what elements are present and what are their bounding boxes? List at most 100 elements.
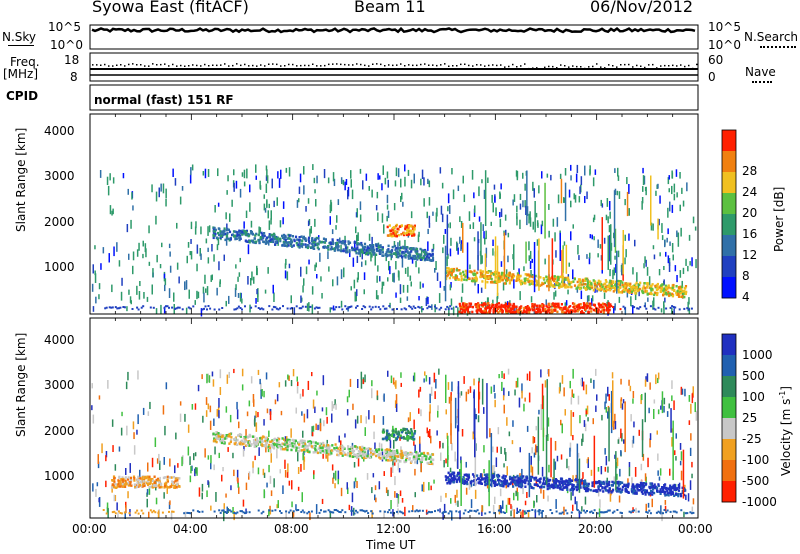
- scatter-cell: [412, 505, 414, 513]
- scatter-cell: [259, 180, 261, 189]
- scatter-cell: [603, 288, 606, 291]
- scatter-cell: [214, 205, 216, 213]
- scatter-cell: [439, 508, 441, 513]
- scatter-cell: [505, 229, 507, 236]
- scatter-cell: [234, 230, 237, 233]
- scatter-cell: [694, 226, 697, 231]
- scatter-cell: [599, 284, 602, 288]
- scatter-cell: [213, 437, 216, 440]
- scatter-cell: [645, 307, 648, 310]
- scatter-cell: [590, 282, 593, 285]
- scatter-cell: [411, 234, 414, 237]
- scatter-cell: [691, 257, 693, 267]
- scatter-cell: [254, 234, 257, 237]
- nave-dot: [476, 64, 478, 66]
- scatter-cell: [158, 481, 161, 484]
- scatter-cell: [508, 305, 511, 308]
- scatter-cell: [522, 509, 524, 519]
- scatter-cell: [247, 233, 250, 236]
- scatter-cell: [484, 307, 487, 310]
- scatter-cell: [463, 376, 465, 384]
- scatter-cell: [189, 174, 192, 184]
- scatter-cell: [628, 462, 631, 468]
- scatter-cell: [148, 225, 150, 234]
- scatter-cell: [105, 451, 108, 458]
- scatter-cell: [300, 440, 304, 443]
- scatter-cell: [467, 389, 470, 395]
- scatter-cell: [465, 307, 468, 310]
- scatter-cell: [220, 234, 223, 238]
- scatter-cell: [107, 380, 109, 389]
- scatter-cell: [555, 282, 558, 285]
- scatter-cell: [138, 483, 142, 487]
- scatter-cell: [685, 290, 688, 294]
- scatter-cell: [386, 452, 389, 456]
- scatter-cell: [331, 444, 334, 447]
- scatter-cell: [271, 308, 274, 311]
- scatter-cell: [357, 455, 360, 459]
- nave-dot: [320, 65, 322, 67]
- scatter-cell: [484, 237, 486, 245]
- scatter-cell: [487, 276, 490, 279]
- scatter-cell: [375, 243, 378, 246]
- scatter-cell: [564, 278, 567, 281]
- scatter-cell: [659, 468, 662, 476]
- scatter-cell: [136, 429, 138, 435]
- scatter-cell: [356, 415, 359, 424]
- scatter-cell: [111, 306, 114, 309]
- scatter-cell: [307, 198, 310, 204]
- scatter-cell: [407, 226, 410, 230]
- scatter-cell: [555, 499, 557, 509]
- scatter-cell: [494, 196, 496, 203]
- scatter-cell: [468, 483, 471, 490]
- nave-dot: [600, 66, 602, 68]
- scatter-cell: [372, 453, 375, 456]
- scatter-cell: [505, 483, 507, 489]
- scatter-cell: [340, 177, 343, 183]
- scatter-cell: [573, 284, 577, 287]
- scatter-cell: [488, 304, 491, 307]
- scatter-cell: [510, 307, 512, 310]
- scatter-cell: [397, 459, 400, 462]
- nave-dot: [312, 63, 314, 65]
- scatter-cell: [323, 241, 327, 244]
- scatter-cell: [513, 306, 516, 309]
- scatter-cell: [386, 225, 389, 229]
- scatter-cell: [526, 273, 529, 276]
- scatter-cell: [246, 411, 249, 417]
- scatter-cell: [473, 269, 476, 273]
- scatter-cell: [425, 375, 428, 382]
- scatter-cell: [444, 308, 447, 311]
- scatter-cell: [575, 488, 579, 492]
- scatter-cell: [337, 453, 340, 457]
- scatter-cell: [109, 205, 112, 215]
- scatter-cell: [455, 305, 458, 308]
- scatter-cell: [528, 213, 530, 224]
- scatter-cell: [451, 442, 453, 451]
- scatter-cell: [679, 172, 681, 179]
- scatter-cell: [540, 484, 543, 488]
- scatter-cell: [339, 249, 342, 252]
- scatter-cell: [172, 168, 174, 177]
- scatter-cell: [382, 165, 384, 175]
- scatter-cell: [429, 404, 431, 414]
- scatter-cell: [531, 308, 534, 311]
- scatter-cell: [565, 300, 568, 306]
- scatter-cell: [409, 224, 412, 228]
- scatter-cell: [234, 308, 237, 311]
- scatter-cell: [469, 302, 473, 305]
- scatter-cell: [370, 451, 373, 454]
- scatter-cell: [241, 229, 244, 233]
- scatter-cell: [541, 171, 543, 179]
- scatter-cell: [528, 392, 531, 403]
- scatter-cell: [152, 306, 155, 309]
- scatter-cell: [399, 284, 402, 295]
- scatter-cell: [338, 306, 341, 309]
- scatter-cell: [533, 478, 536, 481]
- scatter-cell: [235, 180, 238, 189]
- scatter-cell: [543, 476, 546, 480]
- scatter-cell: [665, 251, 667, 257]
- scatter-cell: [661, 235, 664, 241]
- scatter-cell: [132, 421, 135, 430]
- nave-dot: [500, 64, 502, 66]
